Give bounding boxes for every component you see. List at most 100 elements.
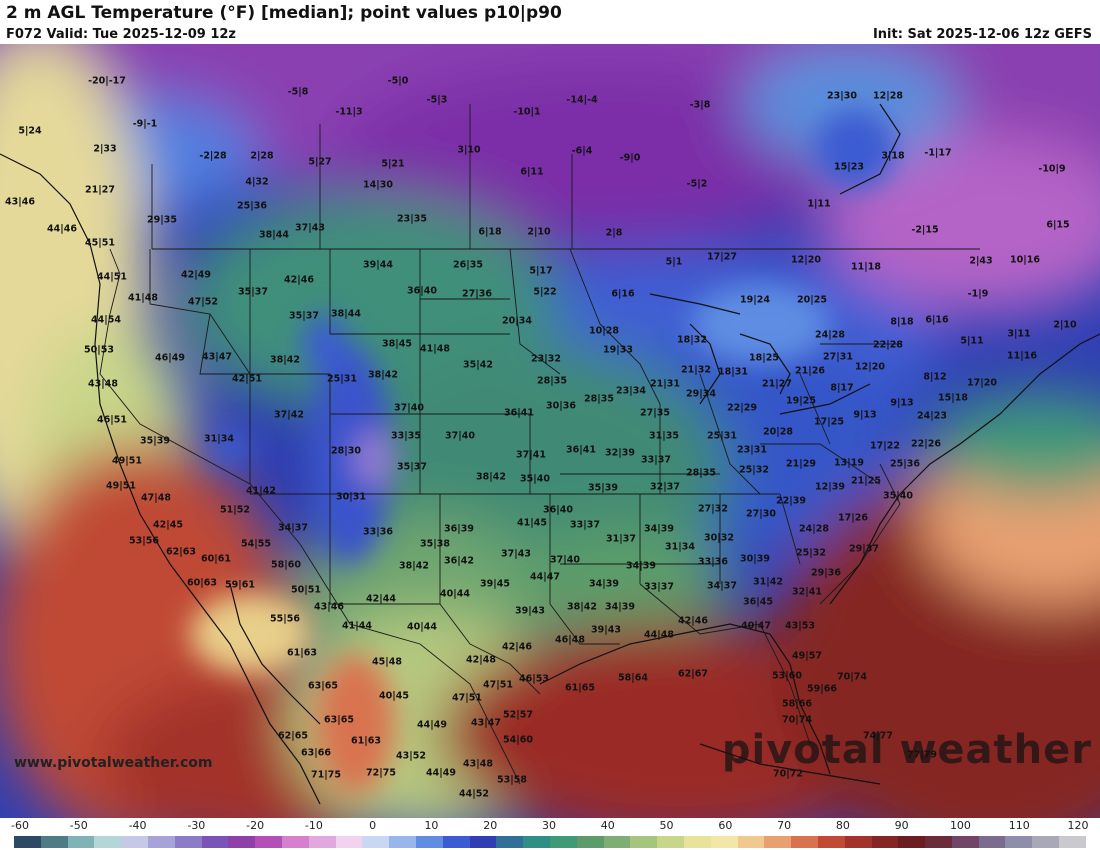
point-value-label: 38|42 — [567, 601, 597, 613]
point-value-label: 70|74 — [782, 714, 812, 726]
point-value-label: -2|28 — [199, 150, 227, 162]
point-value-label: 58|64 — [618, 672, 648, 684]
color-scale-segment — [14, 836, 41, 848]
color-scale-segment — [67, 836, 95, 848]
point-value-label: 32|41 — [792, 586, 822, 598]
point-value-label: 43|46 — [314, 601, 344, 613]
color-scale-segment — [657, 836, 684, 848]
point-value-label: 35|37 — [397, 461, 427, 473]
point-value-label: -1|9 — [967, 288, 989, 300]
point-value-label: 70|74 — [837, 671, 867, 683]
point-value-label: 33|35 — [391, 430, 421, 442]
color-scale-segment — [281, 836, 309, 848]
point-value-label: 18|25 — [749, 352, 779, 364]
point-value-label: 59|66 — [807, 683, 837, 695]
point-value-label: 10|16 — [1010, 254, 1040, 266]
point-value-label: 25|32 — [739, 464, 769, 476]
state-borders — [99, 104, 980, 785]
point-value-label: 33|36 — [698, 556, 728, 568]
point-value-label: 38|42 — [270, 354, 300, 366]
point-value-label: 33|36 — [363, 526, 393, 538]
point-value-label: 23|31 — [737, 444, 767, 456]
point-value-label: 15|23 — [834, 161, 864, 173]
point-value-label: 24|28 — [815, 329, 845, 341]
point-value-label: 60|61 — [201, 553, 231, 565]
point-value-label: 2|28 — [250, 150, 274, 162]
color-scale-segment — [549, 836, 577, 848]
point-value-label: 60|63 — [187, 577, 217, 589]
point-value-label: 50|53 — [84, 344, 114, 356]
point-value-label: 42|46 — [678, 615, 708, 627]
point-value-label: 34|39 — [644, 523, 674, 535]
point-value-label: -14|-4 — [566, 94, 598, 106]
point-value-label: 9|13 — [890, 397, 914, 409]
point-value-label: 23|32 — [531, 353, 561, 365]
point-value-label: 44|47 — [530, 571, 560, 583]
point-value-label: -5|0 — [387, 75, 409, 87]
point-value-label: 38|44 — [259, 229, 289, 241]
point-value-label: 3|18 — [881, 150, 905, 162]
point-value-label: 23|30 — [827, 90, 857, 102]
point-value-label: 39|45 — [480, 578, 510, 590]
color-scale-strip — [14, 836, 1086, 848]
point-value-label: 58|60 — [271, 559, 301, 571]
point-value-label: 24|28 — [799, 523, 829, 535]
point-value-label: 1|11 — [807, 198, 831, 210]
color-scale-segment — [1059, 836, 1086, 848]
point-value-label: 63|65 — [324, 714, 354, 726]
color-scale-segment — [1032, 836, 1060, 848]
point-value-label: 28|35 — [686, 467, 716, 479]
point-value-label: 77|79 — [907, 749, 937, 761]
color-scale-segment — [683, 836, 711, 848]
point-value-label: 5|22 — [533, 286, 557, 298]
point-value-label: 61|65 — [565, 682, 595, 694]
temperature-field — [0, 44, 1100, 818]
point-value-label: 49|51 — [112, 455, 142, 467]
color-scale-tick-label: 100 — [949, 819, 971, 832]
point-value-label: 22|39 — [776, 495, 806, 507]
point-value-label: 6|16 — [611, 288, 635, 300]
point-value-label: 34|39 — [589, 578, 619, 590]
color-scale-segment — [1005, 836, 1033, 848]
point-value-label: 41|44 — [342, 620, 372, 632]
point-value-label: 62|67 — [678, 668, 708, 680]
init-time: Init: Sat 2025-12-06 12z GEFS — [872, 27, 1092, 42]
color-scale-segment — [844, 836, 872, 848]
point-value-label: 38|42 — [368, 369, 398, 381]
point-value-label: 31|34 — [204, 433, 234, 445]
point-value-label: 20|28 — [763, 426, 793, 438]
point-value-label: 34|39 — [605, 601, 635, 613]
point-value-label: 19|24 — [740, 294, 770, 306]
point-value-label: 63|65 — [308, 680, 338, 692]
point-value-label: 38|42 — [399, 560, 429, 572]
point-value-label: 36|45 — [743, 596, 773, 608]
point-value-label: 46|51 — [97, 414, 127, 426]
point-value-label: 29|37 — [849, 543, 879, 555]
color-scale-segment — [898, 836, 926, 848]
point-value-label: 33|37 — [641, 454, 671, 466]
point-value-label: 6|16 — [925, 314, 949, 326]
point-value-label: 22|28 — [873, 339, 903, 351]
point-value-label: 32|37 — [650, 481, 680, 493]
point-value-label: 21|25 — [851, 475, 881, 487]
color-scale-segment — [389, 836, 416, 848]
point-value-label: 43|53 — [785, 620, 815, 632]
temperature-map[interactable]: -20|-17 -5|8 -5|0 -5|3 -14|-4 -3|8 23|30 12|28 5… — [0, 44, 1100, 818]
color-scale-segment — [201, 836, 229, 848]
point-value-label: 51|52 — [220, 504, 250, 516]
point-value-label: 47|51 — [452, 692, 482, 704]
point-value-label: 30|32 — [704, 532, 734, 544]
point-value-label: 2|43 — [969, 255, 993, 267]
point-value-label: 18|32 — [677, 334, 707, 346]
website-url[interactable]: www.pivotalweather.com — [14, 755, 213, 771]
point-value-label: -10|9 — [1038, 163, 1066, 175]
point-value-label: -2|15 — [911, 224, 939, 236]
point-value-label: 30|36 — [546, 400, 576, 412]
point-value-label: -20|-17 — [88, 75, 126, 87]
point-value-label: 23|35 — [397, 213, 427, 225]
point-value-label: 13|19 — [834, 457, 864, 469]
color-scale-segment — [951, 836, 979, 848]
point-value-label: 38|44 — [331, 308, 361, 320]
point-value-label: 54|60 — [503, 734, 533, 746]
point-value-label: 46|48 — [555, 634, 585, 646]
